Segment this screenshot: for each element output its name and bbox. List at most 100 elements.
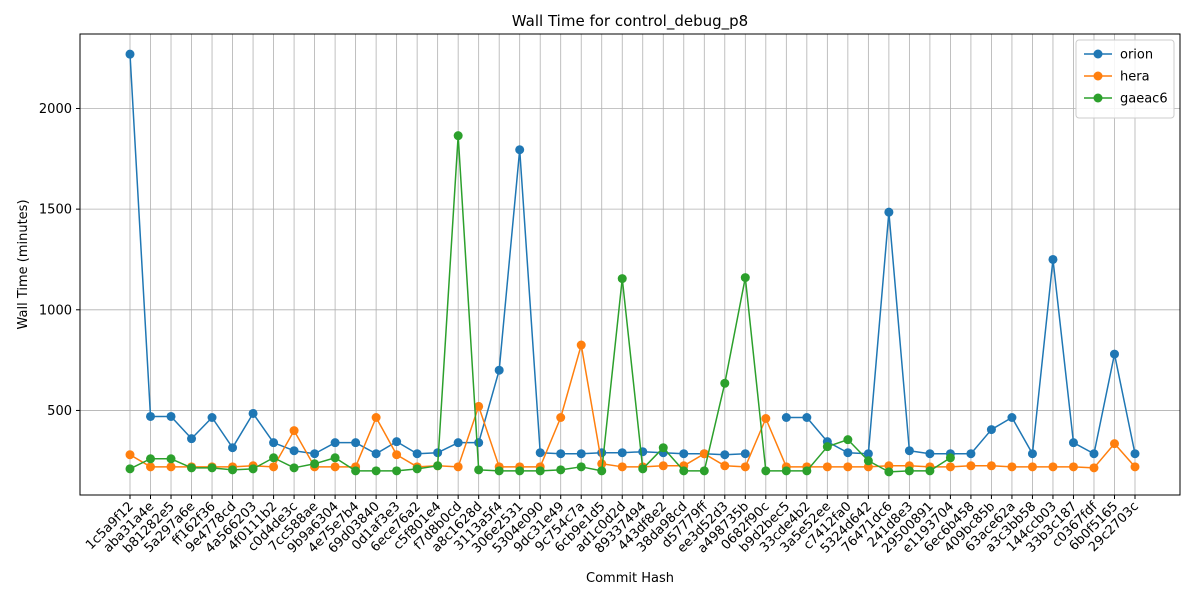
data-point-hera [330,462,340,472]
data-point-gaeac6 [822,442,832,452]
data-point-orion [1027,449,1037,459]
chart-title: Wall Time for control_debug_p8 [512,12,748,31]
legend-label-orion: orion [1120,48,1153,63]
data-point-gaeac6 [638,464,648,474]
data-point-gaeac6 [412,464,422,474]
data-point-hera [125,450,135,460]
data-point-orion [986,425,996,435]
data-point-gaeac6 [310,459,320,469]
plot-frame [79,33,1181,496]
data-point-gaeac6 [556,465,566,475]
data-point-gaeac6 [371,466,381,476]
data-point-orion [515,145,525,155]
data-point-orion [412,449,422,459]
series-gaeac6 [125,131,955,477]
series-lines [125,49,1140,477]
data-point-orion [863,449,873,459]
y-tick-label: 500 [47,404,72,419]
data-point-orion [248,408,258,418]
legend: orion hera gaeac6 [1075,39,1175,119]
data-point-hera [740,462,750,472]
data-point-hera [453,462,463,472]
data-point-gaeac6 [863,456,873,466]
data-point-orion [310,449,320,459]
data-point-orion [187,434,197,444]
data-point-orion [781,412,791,422]
data-point-orion [289,446,299,456]
data-point-gaeac6 [125,464,135,474]
data-point-gaeac6 [576,462,586,472]
data-point-orion [146,411,156,421]
legend-label-gaeac6: gaeac6 [1120,92,1168,107]
data-point-orion [1048,254,1058,264]
data-point-gaeac6 [228,465,238,475]
data-point-hera [658,461,668,471]
data-point-hera [371,412,381,422]
data-point-gaeac6 [679,466,689,476]
data-point-gaeac6 [494,466,504,476]
data-point-gaeac6 [843,435,853,445]
data-point-hera [1048,462,1058,472]
data-point-gaeac6 [904,466,914,476]
data-point-hera [474,401,484,411]
data-point-orion [453,438,463,448]
data-point-orion [843,448,853,458]
data-point-hera [1130,462,1140,472]
data-point-orion [576,449,586,459]
data-point-hera [576,340,586,350]
data-point-orion [166,411,176,421]
data-point-gaeac6 [720,378,730,388]
data-point-gaeac6 [761,466,771,476]
data-point-gaeac6 [146,454,156,464]
data-point-gaeac6 [617,274,627,284]
data-point-orion [720,450,730,460]
data-point-gaeac6 [187,463,197,473]
data-point-gaeac6 [392,466,402,476]
data-point-gaeac6 [248,464,258,474]
data-point-hera [822,462,832,472]
data-point-gaeac6 [289,463,299,473]
data-point-orion [802,412,812,422]
data-point-orion [1007,412,1017,422]
data-point-orion [884,207,894,217]
data-point-gaeac6 [740,273,750,283]
data-point-gaeac6 [925,466,935,476]
data-point-gaeac6 [330,453,340,463]
data-point-hera [392,450,402,460]
y-tick-label: 1000 [39,303,72,318]
data-point-orion [1130,449,1140,459]
data-point-orion [474,438,484,448]
data-point-orion [617,448,627,458]
data-point-orion [269,438,279,448]
data-point-orion [392,437,402,447]
data-point-orion [925,449,935,459]
legend-label-hera: hera [1120,70,1150,85]
data-point-hera [146,462,156,472]
data-point-hera [945,462,955,472]
data-point-hera [986,461,996,471]
data-point-gaeac6 [535,466,545,476]
data-point-hera [761,414,771,424]
data-point-orion [966,449,976,459]
legend-marker-orion [1093,49,1103,59]
data-point-gaeac6 [453,131,463,141]
data-point-hera [1027,462,1037,472]
data-point-orion [1109,349,1119,359]
plot-background [80,34,1180,495]
y-ticks: 500 1000 1500 2000 [39,102,80,419]
data-point-orion [351,438,361,448]
data-point-gaeac6 [802,466,812,476]
data-point-hera [556,412,566,422]
data-point-hera [966,461,976,471]
data-point-gaeac6 [658,443,668,453]
legend-marker-hera [1093,71,1103,81]
data-point-orion [433,448,443,458]
data-point-hera [699,449,709,459]
data-point-orion [1089,449,1099,459]
data-point-orion [494,365,504,375]
data-point-orion [535,448,545,458]
data-point-gaeac6 [945,453,955,463]
data-point-orion [556,449,566,459]
y-axis-label: Wall Time (minutes) [16,199,31,329]
data-point-orion [207,412,217,422]
